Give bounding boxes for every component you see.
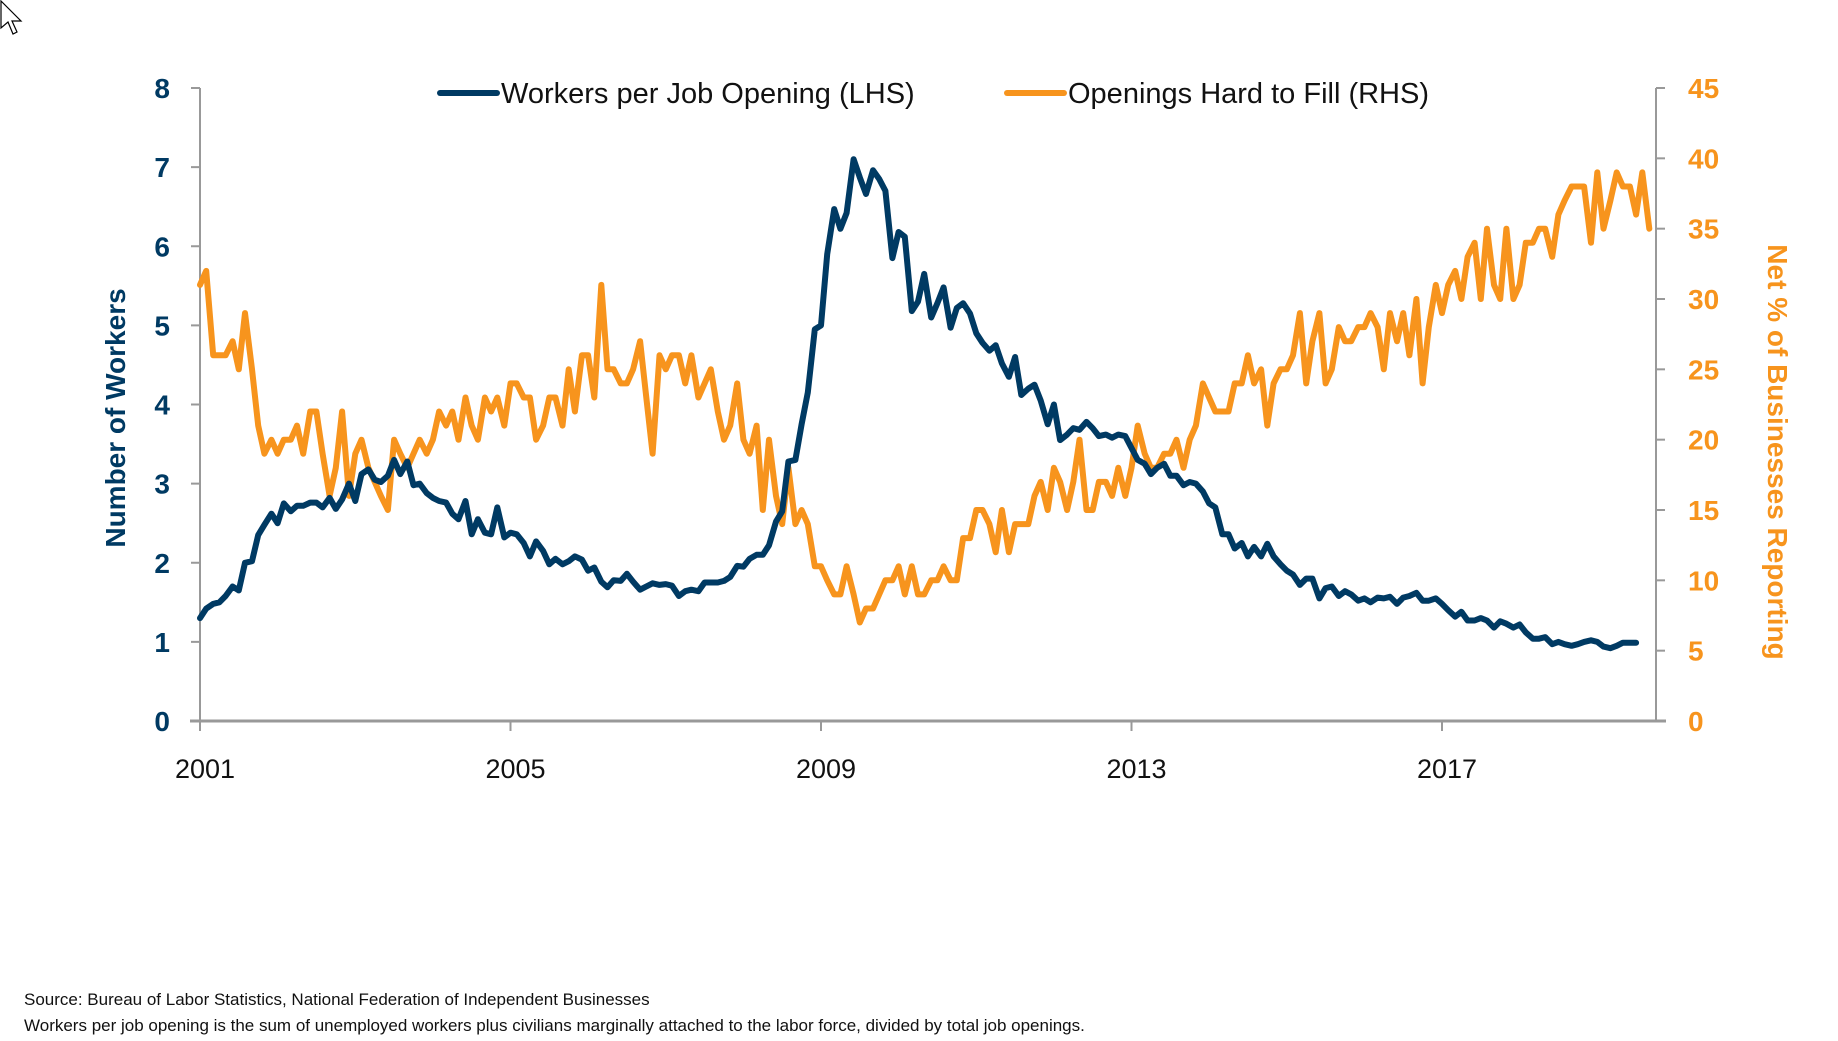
right-tick-label: 15 — [1688, 495, 1719, 526]
x-tick-label: 2001 — [175, 754, 235, 784]
right-tick-label: 10 — [1688, 565, 1719, 596]
right-tick-label: 25 — [1688, 354, 1719, 385]
x-tick-label: 2013 — [1106, 754, 1166, 784]
series-line-openings-hard-to-fill — [197, 169, 1653, 626]
right-tick-label: 40 — [1688, 143, 1719, 174]
right-tick-label: 0 — [1688, 706, 1704, 737]
right-axis-ticks: 0 5 10 15 20 25 30 35 40 45 — [1656, 73, 1719, 737]
right-tick-label: 20 — [1688, 425, 1719, 456]
left-axis-ticks: 0 1 2 3 4 5 6 7 8 — [154, 73, 200, 737]
x-axis-ticks: 2001 2005 2009 2013 2017 — [175, 721, 1477, 784]
source-note: Source: Bureau of Labor Statistics, Nati… — [24, 990, 650, 1009]
x-tick-label: 2005 — [485, 754, 545, 784]
right-tick-label: 30 — [1688, 284, 1719, 315]
right-tick-label: 35 — [1688, 214, 1719, 245]
legend: Workers per Job Opening (LHS) Openings H… — [437, 78, 1429, 110]
right-tick-label: 5 — [1688, 636, 1704, 667]
left-tick-label: 4 — [154, 390, 170, 421]
legend-label-workers: Workers per Job Opening (LHS) — [501, 78, 915, 110]
left-tick-label: 2 — [154, 548, 170, 579]
left-tick-label: 5 — [154, 310, 170, 341]
left-tick-label: 0 — [154, 706, 170, 737]
left-tick-label: 1 — [154, 627, 170, 658]
left-tick-label: 7 — [154, 152, 170, 183]
legend-label-openings: Openings Hard to Fill (RHS) — [1068, 78, 1429, 110]
left-tick-label: 6 — [154, 231, 170, 262]
right-tick-label: 45 — [1688, 73, 1719, 104]
left-axis-title: Number of Workers — [100, 288, 131, 547]
left-tick-label: 8 — [154, 73, 170, 104]
mouse-cursor-icon — [0, 0, 23, 35]
series-layer — [197, 156, 1653, 652]
x-tick-label: 2009 — [796, 754, 856, 784]
left-tick-label: 3 — [154, 469, 170, 500]
definition-note: Workers per job opening is the sum of un… — [24, 1016, 1085, 1035]
right-axis-title: Net % of Businesses Reporting — [1762, 244, 1793, 659]
x-tick-label: 2017 — [1417, 754, 1477, 784]
series-line-workers-per-opening — [197, 156, 1640, 652]
